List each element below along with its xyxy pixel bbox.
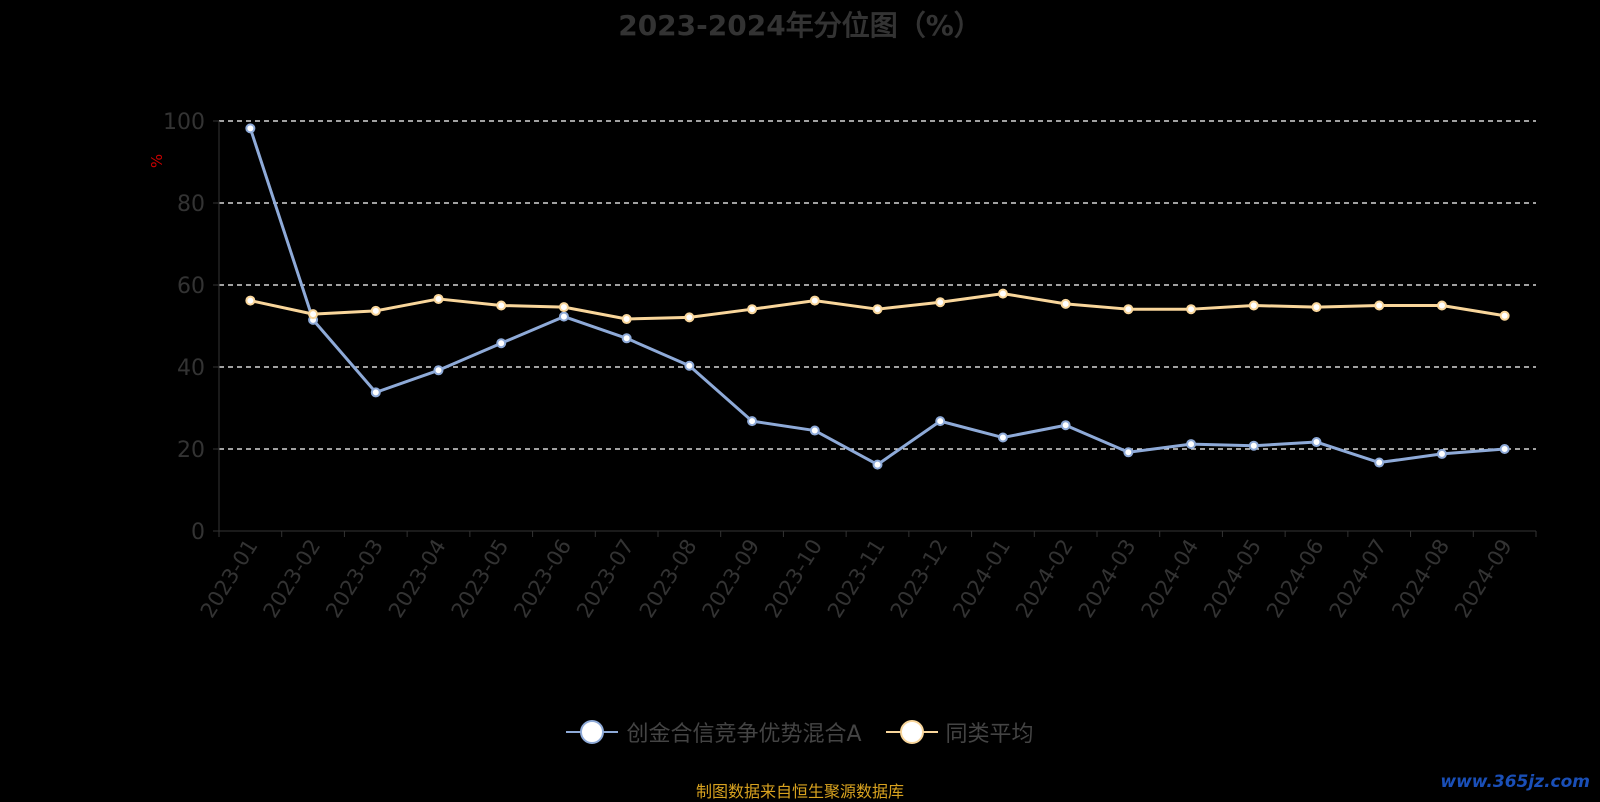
source-note: 制图数据来自恒生聚源数据库	[695, 782, 904, 801]
x-tick-label-17: 2024-06	[1262, 535, 1329, 622]
series-1-point-10	[872, 459, 883, 470]
x-tick-label-8: 2023-09	[697, 535, 764, 622]
series-1-point-12	[997, 432, 1008, 443]
series-1-point-0	[245, 123, 256, 134]
series-2-point-1	[308, 309, 319, 320]
series-2-point-17	[1311, 302, 1322, 313]
series-2-point-9	[809, 295, 820, 306]
x-tick-label-14: 2024-03	[1074, 535, 1141, 622]
y-tick-label-1: 20	[177, 438, 205, 463]
series-2-point-18	[1374, 300, 1385, 311]
x-tick-label-13: 2024-02	[1011, 535, 1078, 622]
x-tick-label-5: 2023-06	[509, 535, 576, 622]
series-1-point-6	[621, 333, 632, 344]
series-1-point-3	[433, 365, 444, 376]
series-1-point-20	[1499, 444, 1510, 454]
x-tick-label-16: 2024-05	[1199, 535, 1266, 622]
x-tick-label-10: 2023-11	[823, 535, 890, 622]
series-2-point-19	[1436, 300, 1447, 311]
series-2-point-14	[1123, 304, 1134, 315]
series-2-point-15	[1186, 304, 1197, 315]
y-tick-label-5: 100	[163, 110, 205, 135]
legend-label-series-1: 创金合信竞争优势混合A	[626, 722, 862, 747]
series-1-point-7	[684, 360, 695, 371]
series-2-point-7	[684, 312, 695, 323]
series-2-point-4	[496, 300, 507, 311]
series-2-point-12	[997, 288, 1008, 299]
series-1-point-13	[1060, 420, 1071, 431]
x-tick-label-3: 2023-04	[384, 535, 451, 622]
chart-title: 2023-2024年分位图（%）	[618, 9, 982, 42]
series-1-point-11	[935, 416, 946, 427]
chart-legend: 创金合信竞争优势混合A 同类平均	[0, 716, 1600, 748]
y-tick-label-2: 40	[177, 356, 205, 381]
x-tick-label-7: 2023-08	[635, 535, 702, 622]
series-1-point-9	[809, 425, 820, 436]
x-tick-label-18: 2024-07	[1325, 535, 1392, 622]
series-2-point-2	[370, 305, 381, 316]
x-tick-label-20: 2024-09	[1450, 535, 1517, 622]
series-2-point-10	[872, 304, 883, 315]
x-tick-label-2: 2023-03	[321, 535, 388, 622]
series-2-point-5	[558, 302, 569, 313]
series-2-point-20	[1499, 310, 1510, 321]
series-2-point-0	[245, 295, 256, 306]
legend-item-series-2[interactable]: 同类平均	[885, 716, 1034, 748]
y-tick-label-4: 80	[177, 192, 205, 217]
legend-label-series-2: 同类平均	[945, 722, 1034, 747]
series-2-point-16	[1248, 300, 1259, 311]
series-1-point-2	[370, 387, 381, 398]
legend-marker-series-1	[566, 720, 619, 744]
legend-item-series-1[interactable]: 创金合信竞争优势混合A	[566, 716, 862, 748]
series-2-point-13	[1060, 298, 1071, 309]
x-tick-label-1: 2023-02	[258, 535, 325, 622]
series-1-point-5	[558, 311, 569, 322]
series-2-point-3	[433, 293, 444, 304]
series-1-point-8	[747, 416, 758, 427]
series-1-point-4	[496, 338, 507, 349]
watermark: www.365jz.com	[1440, 772, 1590, 792]
x-tick-label-4: 2023-05	[447, 535, 514, 622]
series-1-point-18	[1374, 457, 1385, 468]
x-tick-label-9: 2023-10	[760, 535, 827, 622]
series-1-point-14	[1123, 447, 1134, 458]
x-tick-label-12: 2024-01	[948, 535, 1015, 622]
x-tick-label-19: 2024-08	[1387, 535, 1454, 622]
x-tick-label-6: 2023-07	[572, 535, 639, 622]
legend-marker-series-2	[885, 720, 938, 744]
x-tick-label-15: 2024-04	[1136, 535, 1203, 622]
x-tick-label-0: 2023-01	[196, 535, 263, 622]
series-1-point-17	[1311, 437, 1322, 448]
series-2-point-6	[621, 314, 632, 325]
series-1-point-19	[1436, 448, 1447, 459]
y-tick-label-3: 60	[177, 274, 205, 299]
series-1-point-15	[1186, 439, 1197, 450]
series-1-point-16	[1248, 440, 1259, 451]
series-2-point-11	[935, 297, 946, 308]
y-axis-label: %	[148, 154, 166, 168]
y-tick-label-0: 0	[191, 520, 205, 545]
x-tick-label-11: 2023-12	[886, 535, 953, 622]
series-2-point-8	[747, 304, 758, 315]
